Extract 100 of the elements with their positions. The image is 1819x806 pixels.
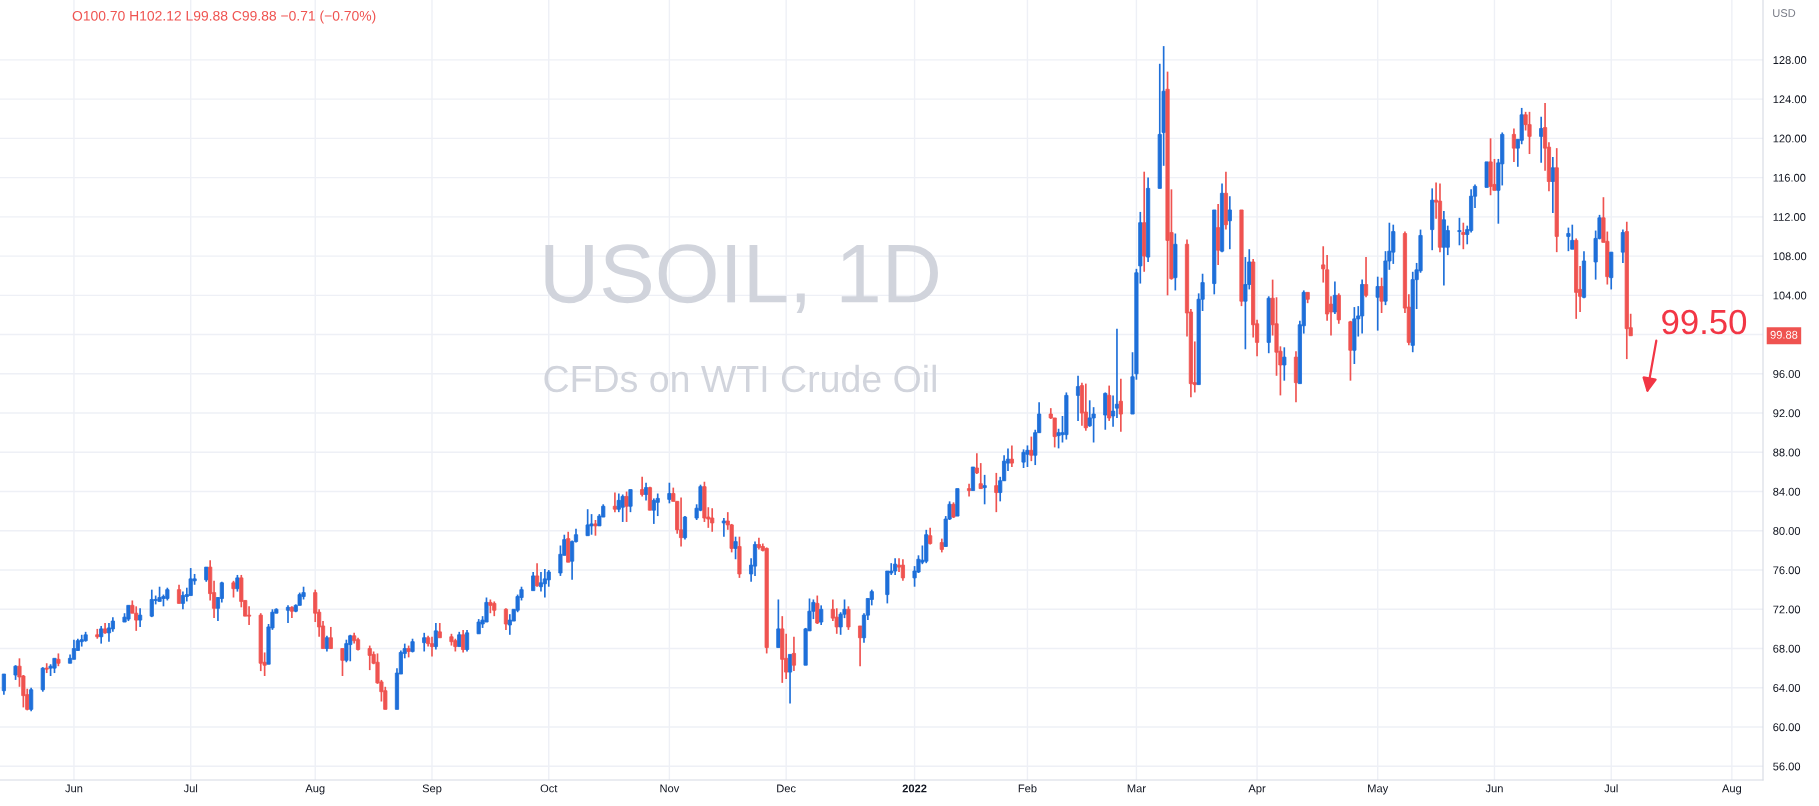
x-tick-label: Jun: [65, 784, 83, 793]
candlestick: [44, 662, 49, 674]
candlestick: [585, 508, 590, 537]
candlestick: [531, 571, 536, 592]
x-tick-label: Aug: [305, 784, 325, 795]
y-tick-label: 104.00: [1773, 291, 1807, 300]
candlestick: [542, 568, 547, 599]
candlestick: [1052, 417, 1057, 449]
y-tick-label: 108.00: [1773, 252, 1807, 261]
y-tick-label: 84.00: [1773, 487, 1801, 496]
annotation: 99.50: [1662, 309, 1747, 335]
candlestick: [791, 635, 797, 672]
y-tick-label: 80.00: [1773, 527, 1801, 535]
candlestick: [1511, 127, 1516, 163]
x-tick-label: Dec: [777, 784, 796, 793]
candlestick: [507, 613, 512, 636]
candlestick: [1461, 221, 1466, 251]
x-tick-label: Feb: [1018, 784, 1037, 793]
candlestick: [1527, 111, 1532, 155]
candlestick: [1566, 226, 1571, 253]
candlestick: [1009, 444, 1014, 468]
candlestick: [1216, 203, 1221, 266]
candlestick: [624, 490, 629, 523]
y-tick-label: 68.00: [1773, 644, 1801, 653]
candlestick: [815, 594, 820, 625]
candlestick: [367, 644, 372, 671]
candlestick: [682, 515, 688, 541]
candlestick: [858, 625, 863, 668]
x-tick-label: Sep: [422, 784, 442, 795]
x-tick-label: Jun: [1485, 784, 1503, 793]
candlestick: [710, 507, 715, 533]
y-tick-label: 120.00: [1773, 134, 1807, 143]
candlestick: [138, 607, 143, 628]
candlestick: [340, 647, 345, 677]
candlestick: [651, 497, 656, 525]
y-tick-label: 112.00: [1773, 213, 1806, 221]
candlestick: [1375, 275, 1380, 332]
text: USD: [1773, 9, 1796, 17]
candlestick: [1227, 195, 1232, 251]
x-tick-label: Aug: [1722, 784, 1742, 795]
candlestick: [1363, 256, 1369, 299]
candlestick: [733, 535, 738, 561]
y-tick-label: 96.00: [1773, 370, 1801, 378]
candlestick: [134, 605, 139, 632]
x-tick-label: Jul: [183, 784, 198, 793]
y-tick-label: 60.00: [1773, 723, 1801, 732]
candlestick: [640, 475, 645, 498]
candlestick: [1282, 346, 1287, 382]
candlestick: [1570, 223, 1575, 251]
x-tick-label: Apr: [1248, 784, 1266, 795]
annotation: O100.70 H102.12 L99.88 C99.88 −0.71 (−0.70%): [72, 10, 376, 24]
candlestick: [176, 583, 182, 605]
candlestick: [776, 598, 781, 649]
candlestick: [970, 466, 976, 492]
x-tick-label: Nov: [660, 784, 680, 793]
candlestick: [1379, 276, 1384, 314]
candlestick: [29, 686, 34, 713]
candlestick: [667, 481, 672, 505]
candlestick: [40, 666, 45, 693]
candlestick: [1075, 374, 1081, 422]
x-tick-label: Jul: [1604, 784, 1618, 793]
candlestick: [1107, 384, 1112, 422]
candlestick: [982, 474, 987, 506]
candlestick: [994, 472, 999, 513]
candlestick: [1539, 115, 1544, 164]
candlestick: [535, 562, 540, 588]
y-tick-label: 88.00: [1773, 448, 1801, 457]
candlestick: [188, 567, 193, 597]
x-tick-label: Oct: [540, 784, 558, 793]
x-tick-label: 2022: [902, 784, 927, 793]
candlestick: [846, 605, 851, 631]
candlestick: [787, 653, 793, 705]
candlestick: [149, 588, 154, 618]
candlestick: [1, 673, 6, 696]
candlestick: [620, 493, 625, 523]
y-tick-label: 76.00: [1773, 566, 1801, 575]
candlestick: [79, 633, 84, 648]
candlestick: [1021, 448, 1026, 469]
candlestick: [1457, 216, 1462, 247]
candlestick: [819, 604, 824, 626]
candlestick: [1029, 435, 1034, 462]
x-tick-label: Mar: [1127, 784, 1146, 793]
candlestick: [344, 638, 349, 664]
candlestick: [433, 622, 438, 651]
candlestick: [589, 513, 594, 536]
y-tick-label: 64.00: [1773, 684, 1801, 692]
y-tick-label: 128.00: [1773, 56, 1807, 64]
candlestick: [503, 607, 509, 631]
candlestick: [1118, 377, 1123, 433]
candlestick: [461, 629, 466, 654]
y-tick-label: 56.00: [1773, 762, 1801, 771]
y-tick-label: 124.00: [1773, 95, 1807, 104]
candlestick: [978, 462, 983, 490]
text: 99.88: [1770, 330, 1798, 339]
candlestick: [1025, 444, 1030, 468]
y-tick-label: 116.00: [1773, 173, 1806, 182]
y-tick-label: 72.00: [1773, 605, 1801, 614]
candlestick: [464, 629, 470, 653]
candlestick: [328, 626, 333, 650]
candlestick: [1103, 391, 1108, 431]
